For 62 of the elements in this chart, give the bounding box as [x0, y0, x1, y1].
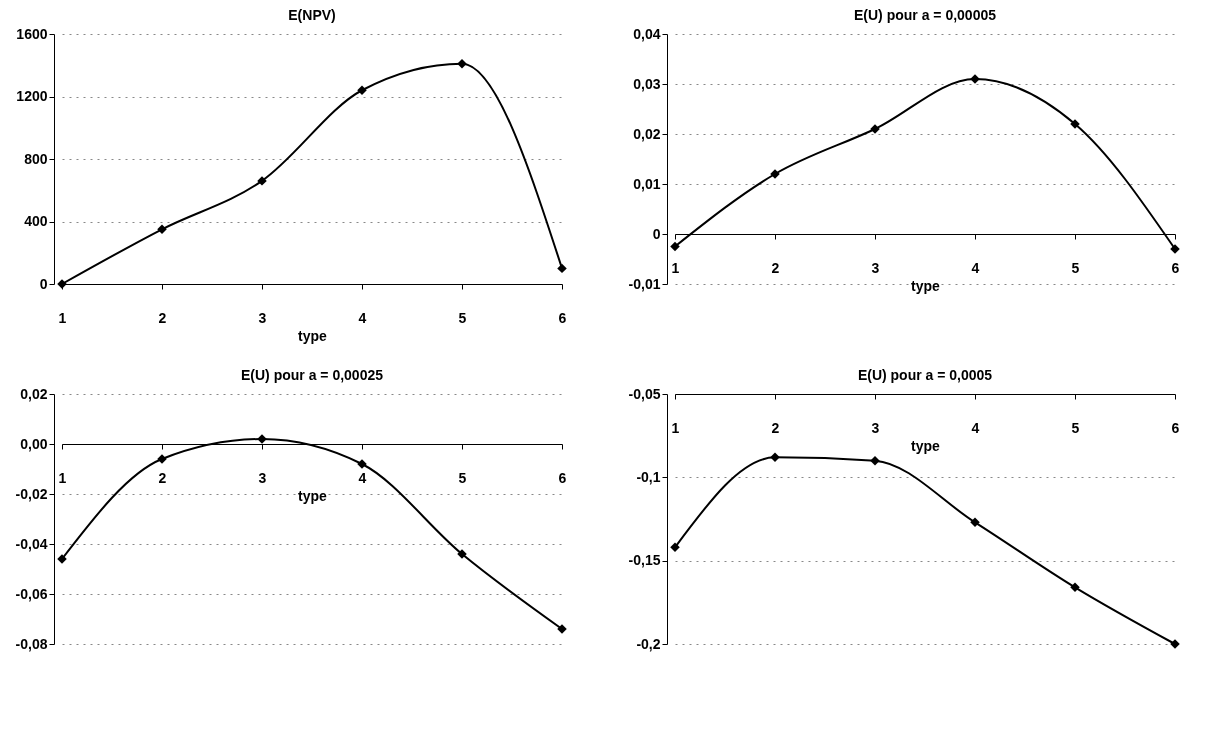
y-tick-label: 0 [39, 275, 48, 292]
y-tick-label: 0,02 [633, 125, 661, 142]
x-tick-label: 6 [1171, 419, 1180, 436]
x-tick-label: 6 [558, 309, 567, 326]
chart-title: E(U) pour a = 0,00025 [240, 367, 384, 383]
point [1070, 582, 1080, 593]
y-tick-label: 1200 [16, 88, 48, 104]
y-tick-label: 0,02 [20, 385, 48, 402]
x-tick-label: 1 [671, 259, 680, 276]
chart-title: E(U) pour a = 0,00005 [853, 7, 997, 23]
y-tick-label: -0,02 [15, 485, 48, 502]
point [157, 224, 167, 235]
y-tick-label: 400 [24, 213, 48, 229]
x-tick-label: 2 [158, 469, 167, 486]
y-tick-label: -0,01 [628, 275, 661, 292]
y-tick-label: 1600 [16, 25, 48, 42]
x-tick-label: 3 [258, 469, 267, 486]
x-tick-label: 1 [58, 469, 67, 486]
y-tick-label: 0,03 [633, 75, 661, 92]
y-tick-label: 800 [24, 150, 48, 167]
y-tick-label: 0,04 [633, 25, 661, 42]
y-tick-label: 0 [652, 225, 661, 242]
x-tick-label: 4 [358, 309, 367, 326]
x-tick-label: 6 [1171, 259, 1180, 276]
y-tick-label: 0,01 [633, 175, 661, 192]
point [557, 263, 567, 274]
x-tick-label: 3 [258, 309, 267, 326]
point [670, 241, 680, 252]
x-axis-title: type [298, 487, 328, 504]
point [970, 517, 980, 528]
x-axis-title: type [911, 437, 941, 454]
chart-title: E(NPV) [288, 7, 336, 23]
x-tick-label: 5 [1071, 419, 1080, 436]
x-tick-label: 5 [458, 469, 467, 486]
x-tick-label: 1 [58, 309, 67, 326]
x-tick-label: 3 [871, 419, 880, 436]
point [670, 542, 680, 553]
x-tick-label: 4 [971, 419, 980, 436]
x-tick-label: 2 [771, 259, 780, 276]
x-tick-label: 3 [871, 259, 880, 276]
y-tick-label: -0,15 [628, 552, 661, 569]
x-axis-title: type [298, 327, 328, 344]
y-tick-label: -0,04 [15, 535, 48, 552]
x-tick-label: 2 [158, 309, 167, 326]
x-tick-label: 2 [771, 419, 780, 436]
x-tick-label: 4 [358, 469, 367, 486]
x-tick-label: 5 [1071, 259, 1080, 276]
y-tick-label: -0,2 [636, 635, 661, 652]
y-tick-label: -0,05 [628, 385, 661, 402]
x-tick-label: 1 [671, 419, 680, 436]
x-axis-title: type [911, 277, 941, 294]
y-tick-label: -0,08 [15, 635, 48, 652]
y-tick-label: -0,06 [15, 585, 48, 602]
point [770, 452, 780, 463]
chart-title: E(U) pour a = 0,0005 [857, 367, 993, 383]
x-tick-label: 4 [971, 259, 980, 276]
y-tick-label: -0,1 [636, 468, 661, 485]
point [457, 58, 467, 69]
x-tick-label: 6 [558, 469, 567, 486]
point [870, 455, 880, 466]
x-tick-label: 5 [458, 309, 467, 326]
y-tick-label: 0,00 [20, 435, 48, 452]
